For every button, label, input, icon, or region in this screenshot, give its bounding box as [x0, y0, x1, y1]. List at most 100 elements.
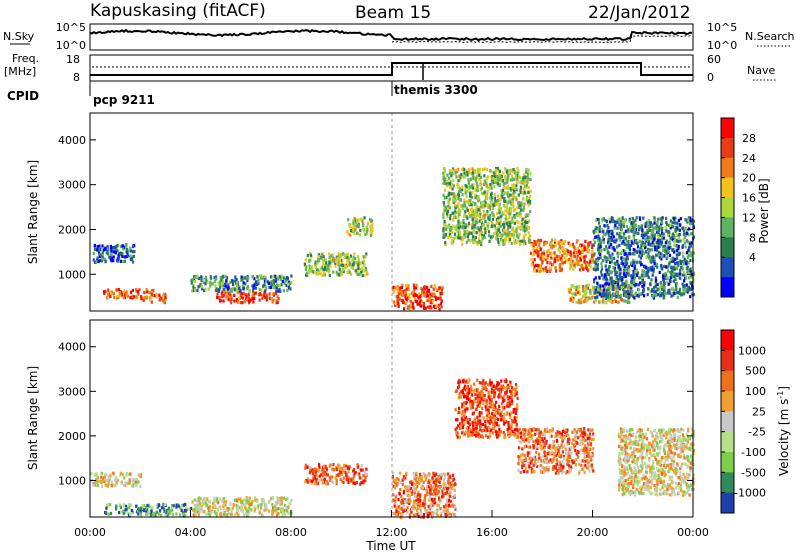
- echo-cell: [664, 271, 667, 275]
- echo-cell: [594, 265, 597, 269]
- echo-cell: [582, 267, 585, 271]
- echo-cell: [359, 228, 362, 233]
- echo-cell: [104, 260, 107, 264]
- echo-cell: [239, 301, 242, 305]
- echo-cell: [344, 470, 347, 474]
- echo-cell: [359, 217, 362, 222]
- echo-cell: [163, 502, 166, 506]
- echo-cell: [532, 269, 535, 273]
- echo-cell: [449, 485, 452, 489]
- echo-cell: [446, 182, 449, 186]
- echo-cell: [512, 226, 515, 230]
- echo-cell: [119, 252, 122, 256]
- echo-cell: [423, 473, 426, 477]
- echo-cell: [332, 259, 335, 263]
- echo-cell: [677, 247, 680, 251]
- echo-cell: [476, 226, 479, 231]
- echo-cell: [264, 295, 267, 299]
- echo-cell: [679, 269, 682, 273]
- echo-cell: [535, 240, 538, 244]
- echo-cell: [226, 507, 229, 511]
- echo-cell: [104, 477, 107, 481]
- echo-cell: [363, 216, 366, 220]
- echo-cell: [434, 492, 437, 496]
- echo-cell: [687, 261, 690, 265]
- echo-cell: [502, 221, 505, 225]
- echo-cell: [434, 478, 437, 483]
- echo-cell: [507, 224, 510, 229]
- echo-cell: [615, 277, 618, 281]
- echo-cell: [282, 511, 285, 515]
- echo-cell: [223, 499, 226, 503]
- echo-cell: [459, 209, 462, 213]
- echo-cell: [516, 167, 519, 171]
- echo-cell: [528, 239, 531, 243]
- echo-cell: [567, 250, 570, 254]
- echo-cell: [641, 249, 644, 253]
- echo-cell: [634, 249, 637, 253]
- echo-cell: [515, 234, 518, 238]
- echo-cell: [155, 510, 158, 514]
- echo-cell: [230, 288, 233, 292]
- echo-cell: [124, 244, 128, 248]
- echo-cell: [451, 183, 454, 187]
- echo-cell: [448, 231, 451, 235]
- echo-cell: [651, 265, 654, 269]
- echo-cell: [578, 262, 581, 266]
- echo-cell: [243, 513, 246, 517]
- echo-cell: [506, 192, 509, 196]
- echo-cell: [508, 412, 511, 416]
- echo-cell: [243, 300, 246, 304]
- echo-cell: [312, 478, 315, 482]
- echo-cell: [670, 294, 673, 298]
- echo-cell: [539, 247, 542, 251]
- echo-cell: [578, 301, 581, 305]
- echo-cell: [452, 224, 455, 228]
- echo-cell: [655, 262, 658, 266]
- echo-cell: [276, 294, 279, 298]
- echo-cell: [470, 196, 473, 200]
- echo-cell: [619, 293, 622, 297]
- echo-cell: [624, 299, 627, 303]
- echo-cell: [525, 224, 528, 228]
- echo-cell: [351, 263, 355, 267]
- echo-cell: [637, 231, 640, 235]
- echo-cell: [660, 266, 663, 270]
- echo-cell: [522, 182, 526, 186]
- echo-cell: [596, 263, 599, 267]
- echo-cell: [318, 478, 321, 482]
- echo-cell: [400, 290, 403, 295]
- echo-cell: [251, 499, 254, 504]
- echo-cell: [162, 502, 165, 507]
- echo-cell: [444, 484, 447, 488]
- echo-cell: [486, 176, 489, 180]
- echo-cell: [329, 478, 332, 482]
- echo-cell: [622, 288, 625, 292]
- echo-cell: [510, 232, 514, 237]
- echo-cell: [636, 241, 639, 245]
- echo-cell: [404, 508, 408, 513]
- echo-cell: [219, 276, 222, 280]
- echo-cell: [503, 225, 506, 229]
- echo-cell: [515, 227, 518, 231]
- echo-cell: [616, 220, 619, 224]
- echo-cell: [665, 229, 668, 233]
- echo-cell: [275, 299, 278, 303]
- echo-cell: [613, 292, 616, 296]
- echo-cell: [660, 218, 663, 222]
- echo-cell: [495, 417, 498, 421]
- echo-cell: [630, 229, 633, 233]
- echo-cell: [150, 296, 153, 300]
- echo-cell: [510, 188, 513, 192]
- echo-cell: [607, 226, 610, 230]
- echo-cell: [676, 221, 679, 225]
- echo-cell: [129, 249, 133, 253]
- echo-cell: [107, 482, 110, 486]
- echo-cell: [221, 275, 224, 279]
- echo-cell: [506, 229, 509, 233]
- echo-cell: [198, 507, 201, 511]
- echo-cell: [663, 254, 666, 258]
- echo-cell: [682, 255, 685, 259]
- echo-cell: [438, 307, 441, 311]
- echo-cell: [686, 240, 689, 244]
